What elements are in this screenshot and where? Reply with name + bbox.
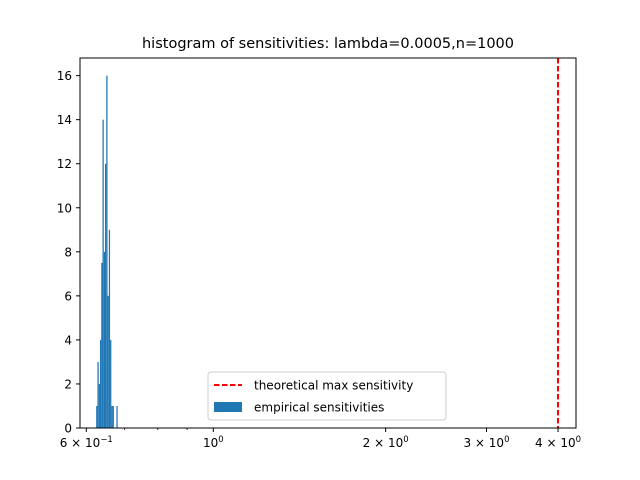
legend-swatch-patch	[214, 402, 242, 412]
legend-box	[207, 371, 447, 421]
histogram-bar-10	[108, 229, 111, 428]
histogram-bars	[96, 75, 118, 429]
histogram-bar-9	[107, 295, 109, 428]
x-tick-label: 2 × 100	[363, 435, 409, 450]
legend-label-theoretical: theoretical max sensitivity	[254, 379, 413, 393]
histogram-bar-16	[116, 405, 118, 428]
histogram-bar-7	[105, 163, 107, 428]
x-tick-label: 3 × 100	[463, 435, 509, 450]
plot-frame	[79, 57, 577, 429]
x-tick-label: 6 × 10−1	[60, 435, 113, 450]
histogram-bar-4	[101, 262, 103, 428]
histogram-bar-0	[96, 405, 98, 428]
y-tick-label: 2	[64, 377, 72, 391]
histogram-bar-2	[98, 383, 100, 428]
y-tick-label: 0	[64, 422, 72, 436]
histogram-bar-12	[111, 405, 113, 428]
legend-label-empirical: empirical sensitivities	[254, 401, 384, 415]
x-axis: 6 × 10−1 100 2 × 100 3 × 100 4 × 100	[60, 428, 581, 450]
legend: theoretical max sensitivity empirical se…	[207, 371, 447, 421]
histogram-bar-8	[106, 75, 108, 428]
histogram-bar-13	[112, 405, 114, 428]
x-tick-label: 4 × 100	[535, 435, 581, 450]
y-tick-label: 14	[57, 113, 72, 127]
y-tick-label: 10	[57, 201, 72, 215]
histogram-bar-3	[99, 339, 102, 428]
histogram-bar-6	[103, 251, 106, 428]
y-axis: 0 2 4 6 8 10 12 14 16	[57, 69, 80, 436]
x-tick-label: 100	[203, 435, 224, 450]
histogram-bar-11	[110, 339, 112, 428]
y-tick-label: 4	[64, 333, 72, 347]
y-tick-label: 6	[64, 289, 72, 303]
y-tick-label: 16	[57, 69, 72, 83]
histogram-bar-1	[97, 361, 99, 428]
y-tick-label: 12	[57, 157, 72, 171]
histogram-bar-5	[102, 119, 104, 429]
y-tick-label: 8	[64, 245, 72, 259]
chart-title: histogram of sensitivities: lambda=0.000…	[142, 36, 514, 52]
